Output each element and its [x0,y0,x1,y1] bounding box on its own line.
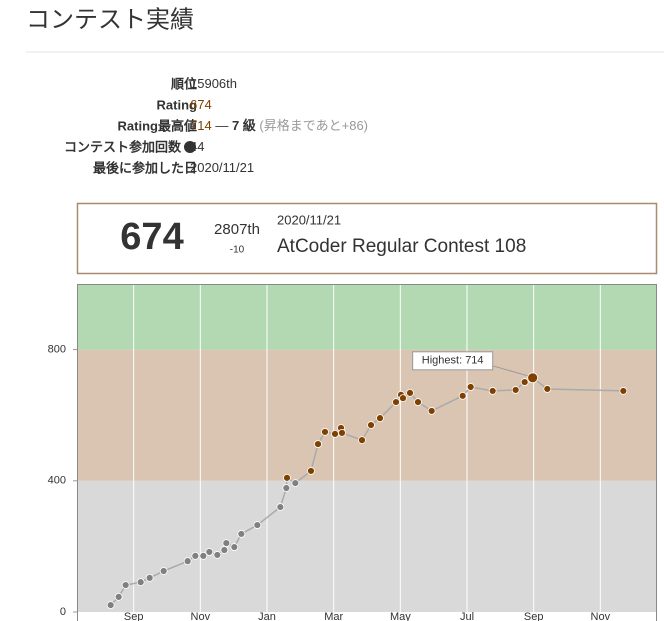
rating-point [314,440,322,448]
x-tick-label: Sep [124,611,144,621]
rating-point [191,552,200,560]
rating-band [77,284,657,350]
rating-point [136,578,145,587]
rating-band [77,349,657,481]
x-tick-label: Nov [191,611,211,621]
rating-point [543,385,552,393]
annotation: Highest: 714 [422,355,484,367]
profile-label: 最後に参加した日 [93,160,197,175]
x-tick-label: May [390,611,411,621]
card-rank: 2807th [214,221,260,238]
rating-point [619,387,628,395]
rating-point [283,473,291,482]
x-tick-label: Jul [460,611,474,621]
rating-point [392,398,400,406]
card-contest: AtCoder Regular Contest 108 [277,236,526,257]
help-icon-glyph: ? [187,142,193,152]
rating-point [253,521,262,529]
rating-point [307,467,315,475]
rating-point [159,567,168,575]
page-title: コンテスト実績 [26,6,194,33]
card-diff: -10 [230,245,245,256]
profile-value-text: 15906th [190,76,237,91]
rating-point [276,503,285,511]
y-tick-label: 400 [48,475,66,487]
rating-point [230,543,239,551]
rating-point [321,428,329,436]
rating-point [488,387,497,395]
rating-point [406,388,414,397]
rating-point [282,484,291,492]
rating-point [414,398,422,406]
rating-point [121,581,130,590]
kyu: 7 級 [232,118,256,133]
profile-label: 順位 [171,76,197,91]
x-tick-label: Nov [591,611,611,621]
rating-point [466,383,475,391]
profile-value: 2020/11/21 [190,160,254,175]
profile-label: コンテスト参加回数 [64,139,182,154]
profile-value: 714 — 7 級 (昇格まであと+86) [190,118,368,133]
profile-value: 674 [190,97,212,112]
rating-point [367,421,375,429]
profile-value-text: 674 [190,97,212,112]
rating-chart: Sep Nov Jan Mar May Jul Sep Nov 0 400 800 Highest: … [48,284,657,621]
rating-point [213,551,222,559]
contest-card [76,202,658,275]
rating-point [376,414,384,423]
rating-point [399,394,407,403]
rating-point [427,407,436,415]
rating-point [291,479,300,487]
rating-point [220,546,229,554]
annotation-pointer [492,365,528,377]
y-tick-label: 0 [60,606,66,618]
rating-point [338,429,346,437]
rating-point [358,436,366,445]
rating-point [237,530,246,538]
rating-point [527,372,539,384]
x-tick-label: Mar [324,611,343,621]
help-icon[interactable] [184,141,196,153]
rating-point [511,386,520,394]
profile-label: Rating最高値 [118,118,197,133]
annotation-box [412,351,494,371]
separator: — [215,118,228,133]
rating-point [183,557,192,566]
rating-point [331,429,339,438]
card-date: 2020/11/21 [277,212,341,227]
plot-border [77,284,657,621]
profile-label: Rating [157,97,198,112]
rating-point [145,573,154,582]
x-tick-label: Jan [258,611,276,621]
plot-area [77,284,657,621]
rating-point [199,552,208,560]
profile-value-text: 2020/11/21 [190,160,254,175]
rating-band [77,480,657,612]
rating-point [205,548,214,556]
rating-point [106,601,115,610]
rating-point [222,539,231,548]
profile-value: 15906th [190,76,237,91]
x-tick-label: Sep [524,611,544,621]
kyu-note: (昇格まであと+86) [259,118,368,133]
y-tick-label: 800 [48,344,66,356]
rating-point [520,378,529,386]
profile-value-text: 714 [190,118,212,133]
card-rating: 674 [120,216,183,258]
rating-point [114,593,123,601]
rating-point [458,391,467,400]
